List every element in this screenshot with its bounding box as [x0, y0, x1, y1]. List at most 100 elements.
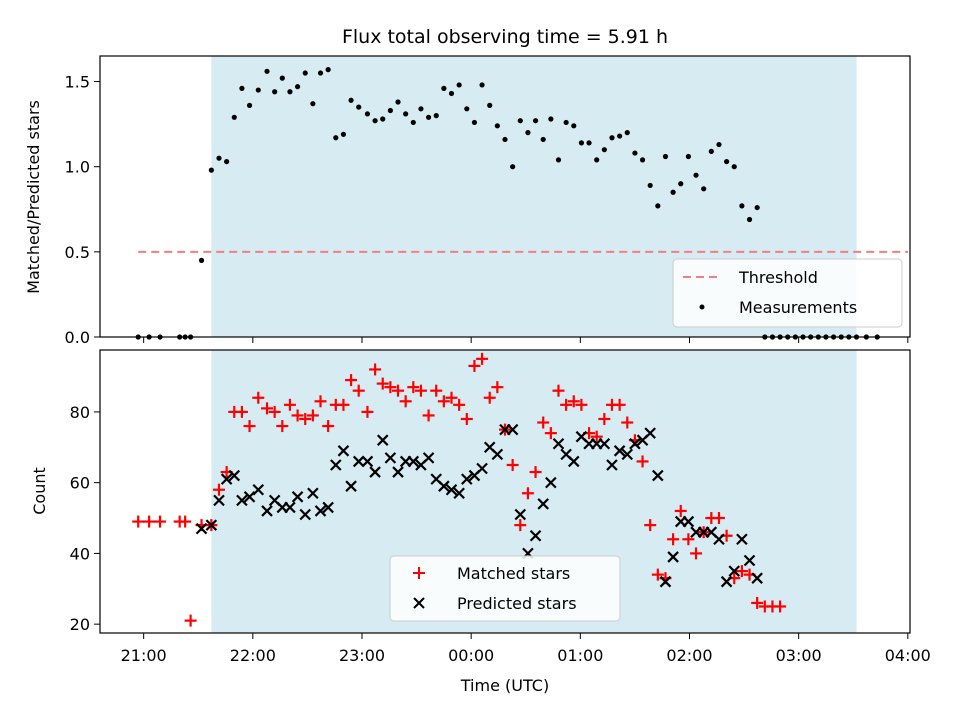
predicted-star-point [261, 505, 273, 517]
measurement-point [609, 135, 615, 141]
predicted-star-point [476, 462, 488, 475]
matched-star-point [644, 519, 657, 532]
measurement-point [670, 189, 676, 195]
measurement-point [216, 155, 222, 161]
y-tick-label: 40 [70, 544, 90, 563]
matched-star-point [283, 398, 296, 411]
predicted-star-stroke-b [330, 459, 342, 471]
matched-star-point [154, 515, 167, 528]
measurement-point [340, 131, 347, 137]
x-tick-label: 03:00 [776, 646, 822, 665]
matched-star-point [235, 405, 248, 418]
predicted-star-stroke-b [314, 505, 327, 517]
measurement-point [333, 135, 339, 141]
matched-star-point [468, 359, 481, 372]
measurement-point [395, 99, 401, 105]
predicted-star-stroke-b [361, 455, 374, 468]
predicted-star-point [728, 565, 741, 577]
predicted-star-stroke-b [483, 441, 496, 454]
predicted-star-point [376, 434, 389, 446]
matched-star-point [243, 420, 256, 433]
predicted-star-stroke-b [537, 498, 549, 510]
predicted-star-point [322, 501, 334, 514]
predicted-star-point [243, 491, 256, 503]
predicted-star-stroke-b [243, 491, 256, 503]
measurement-point [594, 157, 600, 163]
matched-star-point [491, 381, 504, 394]
measurement-point [441, 85, 447, 91]
predicted-star-stroke-b [392, 466, 404, 478]
measurement-point [639, 157, 646, 163]
predicted-star-point [621, 448, 634, 461]
matched-star-point [621, 416, 634, 429]
measurement-point [647, 182, 653, 189]
measurement-point [517, 118, 523, 124]
measurement-point [418, 106, 424, 112]
matched-star-point [682, 533, 695, 546]
predicted-star-stroke-b [652, 469, 664, 482]
bottom-axes-frame [99, 349, 911, 634]
predicted-star-point [659, 575, 672, 588]
predicted-star-point [284, 501, 296, 514]
measurement-point [279, 75, 285, 81]
measurement-point [239, 85, 245, 91]
measurement-point [548, 116, 554, 122]
predicted-star-stroke-b [291, 491, 304, 503]
predicted-stars-points [195, 423, 763, 588]
measurement-point [754, 204, 760, 211]
predicted-star-point [369, 466, 381, 478]
measurement-point [302, 70, 308, 76]
predicted-star-point [407, 455, 420, 468]
matched-star-point [476, 352, 489, 365]
predicted-star-point [314, 505, 327, 517]
measurement-point [317, 70, 324, 76]
bottom-x-ticks: 21:00 22:00 23:00 00:00 01:00 02:00 03:00 04:00 [121, 633, 931, 665]
predicted-star-stroke-b [720, 575, 733, 588]
matched-star-point [337, 398, 350, 411]
matched-star-point [560, 398, 573, 411]
legend-predicted-swatch [413, 597, 425, 609]
matched-star-point [667, 533, 680, 546]
predicted-star-stroke-b [728, 565, 741, 577]
predicted-star-point [195, 522, 208, 535]
measurement-point [494, 123, 500, 129]
predicted-star-point [491, 448, 504, 461]
measurement-point [264, 68, 270, 74]
matched-star-point [392, 384, 405, 397]
predicted-star-point [720, 575, 733, 588]
predicted-star-stroke-b [213, 494, 225, 507]
matched-star-point [544, 427, 557, 440]
measurement-point [701, 186, 707, 192]
measurement-point [563, 119, 569, 126]
predicted-star-point [606, 459, 618, 471]
x-tick-label: 21:00 [121, 646, 167, 665]
predicted-star-point [445, 483, 458, 496]
predicted-star-point [330, 459, 342, 471]
top-panel: 0.0 0.5 1.0 1.5 Matched/Predicted stars Thr… [24, 55, 911, 347]
predicted-star-point [743, 554, 756, 567]
predicted-star-point [667, 551, 679, 563]
y-tick-label: 1.5 [65, 73, 90, 92]
predicted-star-point [736, 533, 748, 546]
x-tick-label: 23:00 [339, 646, 385, 665]
measurement-point [224, 158, 230, 165]
measurement-point [456, 82, 462, 88]
predicted-star-point [337, 445, 350, 457]
measurement-point [356, 104, 362, 110]
y-tick-label: 1.0 [65, 158, 90, 177]
measurement-point [380, 116, 386, 122]
matched-star-point [422, 409, 435, 422]
predicted-star-stroke-b [337, 445, 350, 457]
top-y-axis-label: Matched/Predicted stars [24, 100, 43, 294]
matched-star-point [212, 483, 225, 496]
measurement-point [617, 133, 623, 139]
predicted-star-stroke-b [751, 572, 763, 584]
predicted-star-stroke-b [322, 501, 334, 514]
measurement-point [433, 113, 439, 119]
measurement-point [272, 89, 278, 95]
matched-star-point [291, 409, 304, 422]
measurement-point [364, 111, 371, 117]
matched-star-point [590, 430, 603, 443]
predicted-star-point [252, 483, 265, 496]
